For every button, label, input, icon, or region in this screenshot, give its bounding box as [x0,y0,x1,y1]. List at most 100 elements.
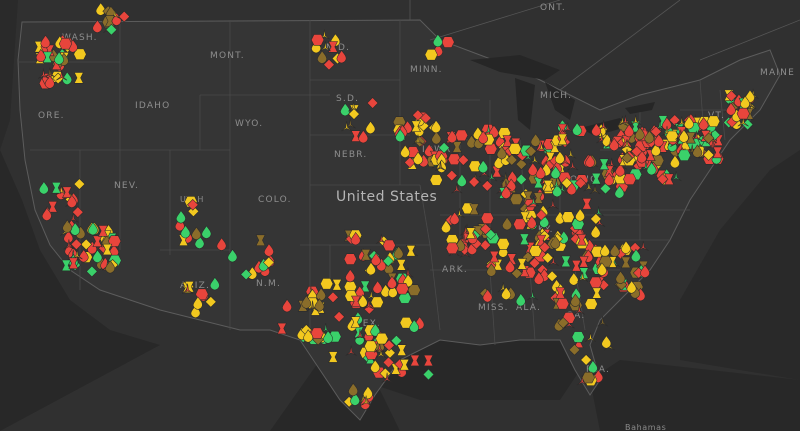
flame-icon[interactable] [372,280,383,294]
flame-icon[interactable] [87,221,98,236]
wind-turbine-icon[interactable] [594,216,606,227]
hourglass-icon[interactable] [396,259,407,271]
hourglass-icon[interactable] [685,132,696,144]
flame-icon[interactable] [192,296,203,310]
flame-icon[interactable] [630,248,641,263]
hourglass-icon[interactable] [61,259,72,272]
diamond-icon[interactable] [333,311,345,323]
wind-turbine-icon[interactable] [670,171,682,182]
hourglass-icon[interactable] [557,133,568,146]
hexagon-icon[interactable] [395,283,409,295]
hourglass-icon[interactable] [423,354,434,367]
flame-icon[interactable] [350,392,360,406]
flame-icon[interactable] [413,151,423,165]
hexagon-icon[interactable] [496,238,510,250]
wind-turbine-icon[interactable] [686,144,698,155]
hexagon-icon[interactable] [424,49,438,61]
flame-icon[interactable] [431,119,441,134]
hexagon-icon[interactable] [706,115,721,127]
diamond-icon[interactable] [525,145,537,157]
flame-icon[interactable] [530,133,541,147]
flame-icon[interactable] [604,172,615,186]
hourglass-icon[interactable] [73,72,84,84]
hexagon-icon[interactable] [441,36,455,48]
hexagon-icon[interactable] [468,160,482,172]
wind-turbine-icon[interactable] [63,239,75,250]
flame-icon[interactable] [105,260,116,274]
wind-turbine-icon[interactable] [434,160,447,172]
wind-turbine-icon[interactable] [320,322,332,334]
diamond-icon[interactable] [702,149,715,161]
hexagon-icon[interactable] [343,253,357,265]
flame-icon[interactable] [587,359,598,374]
diamond-icon[interactable] [725,90,738,102]
flame-icon[interactable] [585,154,595,168]
hexagon-icon[interactable] [513,218,527,230]
flame-icon[interactable] [620,240,631,254]
flame-icon[interactable] [201,225,212,239]
flame-icon[interactable] [615,270,626,284]
wind-turbine-icon[interactable] [630,114,642,125]
wind-turbine-icon[interactable] [547,198,559,210]
diamond-icon[interactable] [86,265,98,278]
flame-icon[interactable] [683,115,694,130]
flame-icon[interactable] [62,219,73,233]
diamond-icon[interactable] [528,257,541,269]
flame-icon[interactable] [431,130,442,145]
flame-icon[interactable] [336,49,347,64]
flame-icon[interactable] [78,249,89,263]
wind-turbine-icon[interactable] [597,316,609,327]
flame-icon[interactable] [575,208,585,222]
wind-turbine-icon[interactable] [182,283,194,294]
wind-turbine-icon[interactable] [606,157,618,169]
hexagon-icon[interactable] [370,296,384,308]
hourglass-icon[interactable] [519,233,530,245]
hourglass-icon[interactable] [405,245,416,257]
diamond-icon[interactable] [457,154,470,166]
flame-icon[interactable] [626,280,637,294]
flame-icon[interactable] [317,50,327,64]
hourglass-icon[interactable] [465,227,476,239]
wind-turbine-icon[interactable] [354,329,366,340]
hexagon-icon[interactable] [107,235,122,247]
flame-icon[interactable] [591,122,602,137]
flame-icon[interactable] [609,243,620,258]
diamond-icon[interactable] [382,356,395,369]
wind-turbine-icon[interactable] [56,70,68,81]
flame-icon[interactable] [35,48,46,63]
flame-icon[interactable] [496,145,507,160]
hourglass-icon[interactable] [332,279,342,291]
diamond-icon[interactable] [574,177,587,189]
diamond-icon[interactable] [240,268,252,281]
wind-turbine-icon[interactable] [360,395,372,406]
flame-icon[interactable] [66,194,77,208]
wind-turbine-icon[interactable] [319,41,331,52]
diamond-icon[interactable] [511,267,523,280]
hexagon-icon[interactable] [509,193,524,205]
diamond-icon[interactable] [621,152,633,164]
hexagon-icon[interactable] [508,143,522,155]
hourglass-icon[interactable] [51,182,62,194]
flame-icon[interactable] [365,261,376,276]
hourglass-icon[interactable] [42,51,53,63]
wind-turbine-icon[interactable] [654,120,666,131]
diamond-icon[interactable] [422,368,435,381]
flame-icon[interactable] [323,330,333,344]
wind-turbine-icon[interactable] [453,207,465,219]
wind-turbine-icon[interactable] [583,181,595,192]
wind-turbine-icon[interactable] [593,206,605,217]
diamond-icon[interactable] [118,10,130,23]
diamond-icon[interactable] [568,344,581,356]
wind-turbine-icon[interactable] [598,120,610,131]
flame-icon[interactable] [345,268,356,283]
diamond-icon[interactable] [446,169,458,182]
flame-icon[interactable] [535,165,546,180]
hexagon-icon[interactable] [528,245,543,257]
diamond-icon[interactable] [72,206,84,218]
flame-icon[interactable] [550,165,561,180]
hourglass-icon[interactable] [712,146,723,159]
wind-turbine-icon[interactable] [55,184,68,195]
hexagon-icon[interactable] [571,331,585,343]
hourglass-icon[interactable] [360,280,371,293]
wind-turbine-icon[interactable] [690,130,702,141]
